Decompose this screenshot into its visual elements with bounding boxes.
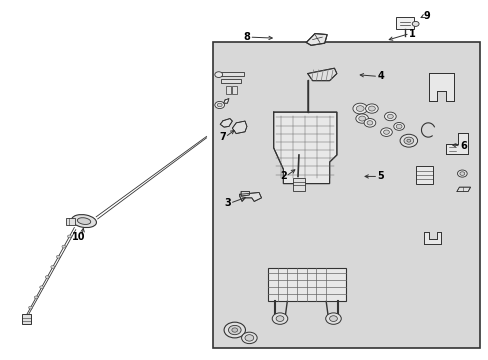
Polygon shape [424,232,441,244]
Circle shape [356,106,364,111]
Ellipse shape [72,215,96,228]
Polygon shape [456,187,469,192]
Text: 6: 6 [459,141,466,151]
Circle shape [325,313,341,324]
Circle shape [45,276,49,279]
Bar [225,86,230,94]
Circle shape [368,106,374,111]
Circle shape [244,335,253,341]
Text: 1: 1 [408,28,415,39]
Polygon shape [232,121,246,134]
Circle shape [272,313,287,324]
Circle shape [403,137,413,144]
Polygon shape [446,133,467,154]
Circle shape [231,328,237,332]
Circle shape [380,128,391,136]
Circle shape [358,116,365,121]
Text: 5: 5 [377,171,383,181]
Circle shape [56,255,60,258]
Circle shape [51,265,55,268]
Circle shape [459,172,464,175]
Bar [292,178,304,191]
Circle shape [62,245,66,248]
Text: 8: 8 [243,32,250,42]
Circle shape [384,112,395,121]
Circle shape [228,325,241,335]
Circle shape [383,130,388,134]
Polygon shape [307,68,336,81]
Polygon shape [305,33,326,45]
Circle shape [329,316,337,321]
Bar [22,314,30,324]
Polygon shape [223,99,228,103]
Circle shape [40,286,43,289]
Bar [65,217,75,225]
Bar [415,166,432,184]
Circle shape [214,102,224,109]
Circle shape [276,316,284,321]
Polygon shape [428,73,453,102]
Circle shape [29,306,32,309]
Polygon shape [239,193,261,202]
Circle shape [386,114,392,118]
Text: 4: 4 [377,71,383,81]
Bar [395,18,413,29]
Circle shape [393,122,404,130]
Polygon shape [241,192,249,196]
Ellipse shape [77,218,91,224]
Circle shape [395,124,401,129]
Text: 2: 2 [280,171,286,181]
Circle shape [457,170,466,177]
Circle shape [67,235,71,238]
Bar [221,78,240,83]
Circle shape [355,114,368,123]
Circle shape [214,72,222,77]
Circle shape [241,332,257,343]
Circle shape [366,121,372,125]
Text: 7: 7 [219,132,225,142]
Text: 10: 10 [72,232,86,242]
Bar [232,86,237,94]
Polygon shape [220,118,232,127]
Bar [221,72,244,76]
Circle shape [365,104,377,113]
Bar [267,267,345,301]
Circle shape [34,296,38,299]
Circle shape [224,322,245,338]
Circle shape [411,21,418,26]
FancyBboxPatch shape [212,42,479,348]
Text: 3: 3 [224,198,230,208]
Circle shape [364,118,375,127]
Text: 9: 9 [423,11,430,21]
Circle shape [352,103,367,114]
Circle shape [406,139,410,142]
Circle shape [217,103,222,107]
Polygon shape [273,112,336,184]
Circle shape [399,134,417,147]
